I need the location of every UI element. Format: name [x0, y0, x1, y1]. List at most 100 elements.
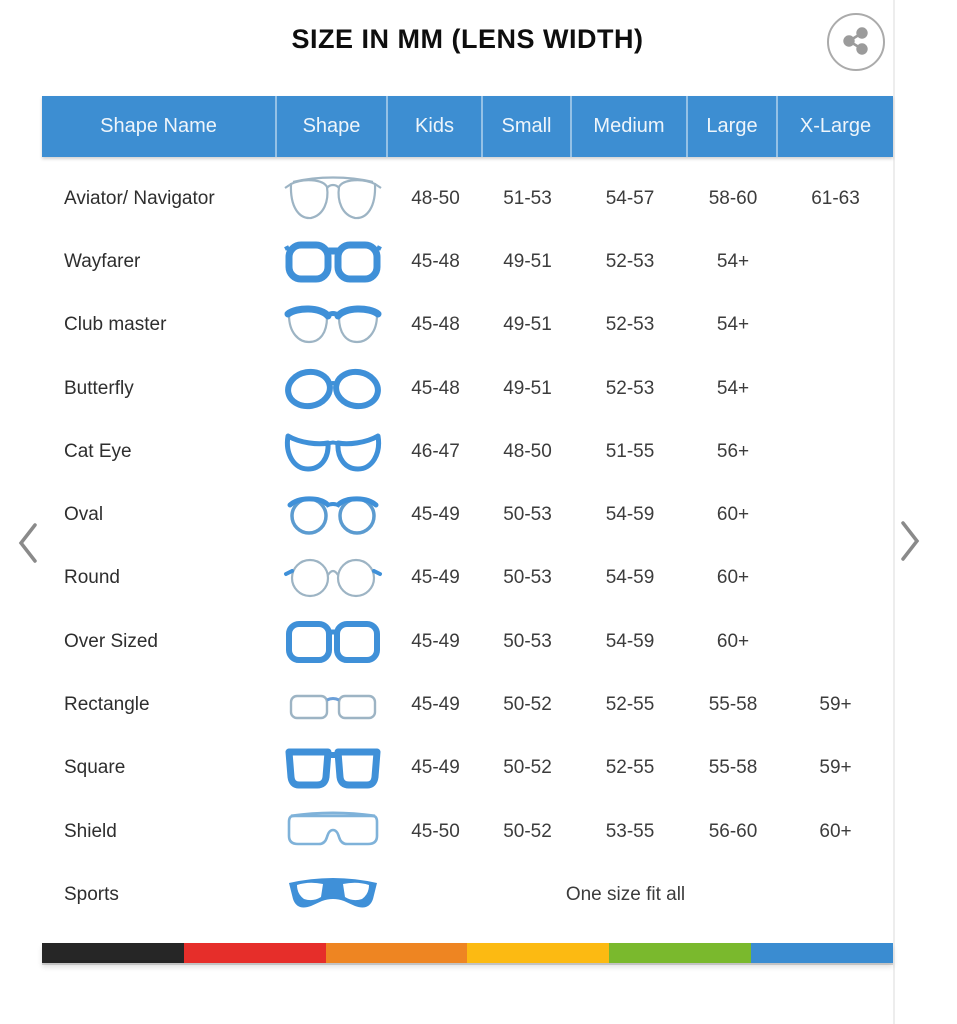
square-glasses-icon: [277, 740, 388, 796]
footer-color-stripe: [42, 943, 893, 963]
size-value-kids: 45-49: [411, 567, 460, 589]
shape-name-label: Club master: [64, 314, 167, 336]
size-value-medium: 52-53: [605, 314, 655, 336]
size-value-small: 51-53: [503, 187, 552, 209]
size-value-large: 54+: [716, 377, 750, 399]
size-value-medium: 52-55: [605, 694, 655, 716]
size-value-small: 50-52: [503, 820, 552, 842]
shape-name-label: Wayfarer: [64, 250, 141, 272]
chevron-right-icon: [897, 519, 923, 566]
rectangle-glasses-icon: [277, 677, 388, 733]
size-value-large: 56-60: [708, 820, 758, 842]
column-header-large: Large: [688, 96, 778, 157]
table-row: Club master 45-48 49-51 52-53 54+: [42, 294, 893, 357]
size-value-large: 56+: [716, 440, 750, 462]
table-row: Over Sized 45-49 50-53 54-59 60+: [42, 610, 893, 673]
table-row: Sports One size fit all: [42, 863, 893, 926]
share-button[interactable]: [827, 13, 885, 71]
column-header-medium: Medium: [572, 96, 688, 157]
size-value-kids: 48-50: [411, 187, 460, 209]
chevron-left-icon: [15, 521, 41, 568]
shape-name-label: Shield: [64, 820, 117, 842]
column-header-x-large: X-Large: [799, 115, 872, 137]
stripe-segment: [751, 943, 893, 963]
size-value-large: 58-60: [708, 187, 758, 209]
size-value-medium: 52-55: [605, 757, 655, 779]
size-value-kids: 46-47: [411, 440, 460, 462]
shape-name-label: Butterfly: [64, 377, 134, 399]
oval-glasses-icon: [277, 487, 388, 543]
size-value-small: 50-52: [503, 757, 552, 779]
size-value-large: 60+: [716, 504, 750, 526]
cateye-glasses-icon: [277, 424, 388, 480]
page-edge-divider: [893, 0, 895, 1024]
page-title: SIZE IN MM (LENS WIDTH): [291, 24, 644, 54]
table-header: Shape Name Shape Kids Small Medium Large X-Lar…: [42, 96, 893, 157]
shape-name-label: Aviator/ Navigator: [64, 187, 215, 209]
size-value-small: 50-52: [503, 694, 552, 716]
stripe-segment: [325, 943, 468, 963]
size-value-small: 50-53: [503, 630, 552, 652]
size-value-medium: 54-57: [605, 187, 655, 209]
stripe-segment: [183, 943, 326, 963]
carousel-prev-button[interactable]: [14, 521, 42, 567]
table-row: Oval 45-49 50-53 54-59 60+: [42, 483, 893, 546]
table-row: Cat Eye 46-47 48-50 51-55 56+: [42, 420, 893, 483]
size-value-medium: 51-55: [605, 440, 655, 462]
share-icon: [838, 23, 874, 62]
stripe-segment: [609, 943, 752, 963]
one-size-label: One size fit all: [565, 883, 686, 905]
shape-name-label: Sports: [64, 883, 119, 905]
table-row: Wayfarer 45-48 49-51 52-53 54+: [42, 230, 893, 293]
table-row: Butterfly 45-48 49-51 52-53 54+: [42, 357, 893, 420]
shape-name-label: Square: [64, 757, 126, 779]
column-header-small: Small: [483, 96, 572, 157]
size-value-small: 48-50: [503, 440, 552, 462]
stripe-segment: [42, 943, 184, 963]
size-value-small: 50-53: [503, 504, 552, 526]
size-value-small: 49-51: [503, 250, 552, 272]
size-value-large: 55-58: [708, 757, 758, 779]
size-value-large: 54+: [716, 314, 750, 336]
table-row: Aviator/ Navigator 48-50 51-53 54-57 58-60 6…: [42, 167, 893, 230]
shape-name-label: Oval: [64, 504, 104, 526]
round-glasses-icon: [277, 550, 388, 606]
size-value-kids: 45-49: [411, 757, 460, 779]
size-value-small: 49-51: [503, 377, 552, 399]
size-value-medium: 54-59: [605, 504, 655, 526]
size-value-medium: 54-59: [605, 567, 655, 589]
size-value-kids: 45-48: [411, 250, 460, 272]
column-header-shape: Shape: [277, 96, 388, 157]
size-value-xlarge: 61-63: [811, 187, 860, 209]
shape-name-label: Over Sized: [64, 630, 158, 652]
size-value-kids: 45-48: [411, 314, 460, 336]
size-value-medium: 52-53: [605, 377, 655, 399]
size-value-large: 54+: [716, 250, 750, 272]
size-value-small: 50-53: [503, 567, 552, 589]
size-value-kids: 45-49: [411, 630, 460, 652]
table-row: Rectangle 45-49 50-52 52-55 55-58 59+: [42, 673, 893, 736]
carousel-next-button[interactable]: [896, 519, 924, 565]
shape-name-label: Round: [64, 567, 120, 589]
size-value-xlarge: 59+: [819, 694, 852, 716]
size-value-kids: 45-50: [411, 820, 460, 842]
size-value-kids: 45-49: [411, 504, 460, 526]
size-value-kids: 45-49: [411, 694, 460, 716]
size-value-small: 49-51: [503, 314, 552, 336]
column-header-kids: Kids: [388, 96, 483, 157]
size-value-xlarge: 60+: [819, 820, 852, 842]
clubmaster-glasses-icon: [277, 297, 388, 353]
size-value-medium: 54-59: [605, 630, 655, 652]
table-row: Shield 45-50 50-52 53-55 56-60 60+: [42, 800, 893, 863]
size-value-large: 55-58: [708, 694, 758, 716]
butterfly-glasses-icon: [277, 361, 388, 417]
size-value-kids: 45-48: [411, 377, 460, 399]
oversized-glasses-icon: [277, 614, 388, 670]
shape-name-label: Cat Eye: [64, 440, 132, 462]
size-value-xlarge: 59+: [819, 757, 852, 779]
shape-name-label: Rectangle: [64, 694, 150, 716]
sports-glasses-icon: [277, 867, 388, 923]
aviator-glasses-icon: [277, 171, 388, 227]
shield-glasses-icon: [277, 804, 388, 860]
table-row: Square 45-49 50-52 52-55 55-58 59+: [42, 737, 893, 800]
